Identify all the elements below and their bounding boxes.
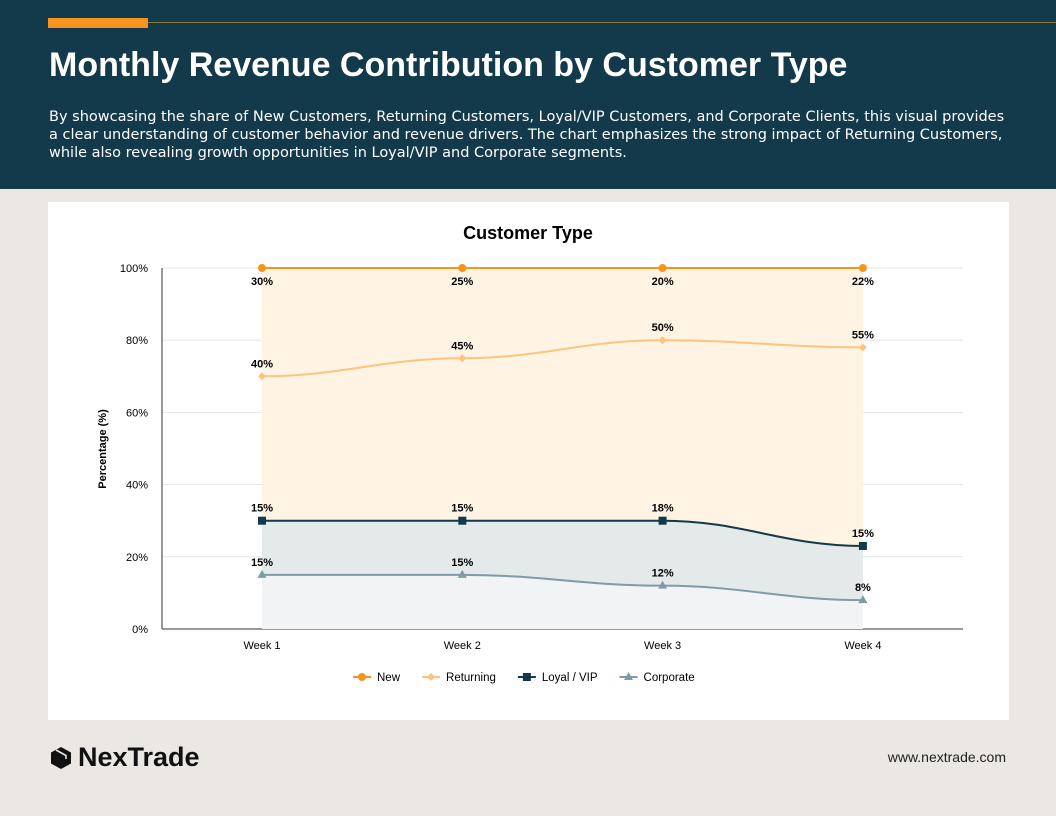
y-tick-label: 60% (126, 407, 148, 419)
page-description: By showcasing the share of New Customers… (49, 109, 1005, 161)
brand-logo: NexTrade (50, 742, 200, 773)
data-label: 15% (251, 557, 273, 569)
header: Monthly Revenue Contribution by Customer… (0, 0, 1056, 189)
brand-name: NexTrade (78, 742, 200, 772)
data-label: 50% (652, 322, 674, 334)
x-tick-label: Week 3 (644, 640, 681, 652)
legend-label: Returning (446, 672, 496, 684)
x-tick-label: Week 2 (444, 640, 481, 652)
marker-corporate (658, 580, 668, 589)
legend-marker (522, 673, 531, 681)
box-icon (51, 746, 71, 769)
page-title: Monthly Revenue Contribution by Customer… (49, 46, 848, 84)
marker-new (658, 264, 667, 272)
y-tick-label: 20% (126, 552, 148, 564)
data-label: 8% (855, 582, 871, 594)
website-url: www.nextrade.com (887, 749, 1006, 765)
y-tick-label: 0% (132, 624, 148, 636)
data-label: 55% (852, 329, 874, 341)
y-tick-label: 100% (120, 263, 148, 275)
data-label: 22% (852, 276, 874, 288)
marker-corporate (257, 569, 267, 578)
line-corporate (262, 573, 863, 602)
chart-title: Customer Type (463, 223, 593, 243)
divider (148, 22, 1056, 23)
marker-new (458, 264, 467, 272)
line-loyal-vip (262, 519, 863, 547)
marker-returning (658, 336, 667, 345)
legend-label: New (377, 672, 401, 684)
data-label: 20% (652, 276, 674, 288)
chart-card: Customer Type Percentage (%) 0% 20% 40% 60%… (48, 202, 1009, 720)
marker-returning (858, 343, 867, 352)
data-label: 25% (451, 276, 473, 288)
legend-marker (624, 672, 634, 680)
data-label: 15% (451, 503, 473, 515)
data-label: 30% (251, 276, 273, 288)
marker-returning (458, 354, 467, 363)
area-new (262, 268, 863, 377)
data-label: 12% (652, 568, 674, 580)
marker-new (258, 264, 266, 272)
marker-corporate (858, 595, 868, 604)
legend-marker (427, 673, 436, 681)
data-label: 18% (652, 503, 674, 515)
marker-returning (258, 372, 266, 381)
y-axis-label: Percentage (%) (97, 409, 109, 489)
area-returning (262, 340, 863, 546)
accent-bar (48, 18, 148, 28)
x-tick-label: Week 4 (844, 640, 881, 652)
x-tick-label: Week 1 (243, 640, 280, 652)
area-loyal-vip (262, 520, 863, 601)
marker-new (858, 264, 867, 272)
marker-loyal-vip (858, 541, 867, 550)
chart: Customer Type Percentage (%) 0% 20% 40% 60%… (97, 223, 963, 684)
data-label: 15% (852, 528, 874, 540)
y-tick-label: 40% (126, 480, 148, 492)
data-label: 15% (451, 557, 473, 569)
legend-marker (358, 673, 366, 681)
data-label: 40% (251, 358, 273, 370)
marker-corporate (457, 569, 467, 578)
data-label: 45% (451, 340, 473, 352)
marker-loyal-vip (458, 516, 467, 525)
data-label: 15% (251, 503, 273, 515)
y-tick-label: 80% (126, 335, 148, 347)
marker-loyal-vip (658, 516, 667, 525)
marker-loyal-vip (258, 516, 266, 525)
legend-label: Corporate (644, 672, 695, 684)
line-returning (261, 339, 863, 378)
legend-label: Loyal / VIP (542, 672, 598, 684)
